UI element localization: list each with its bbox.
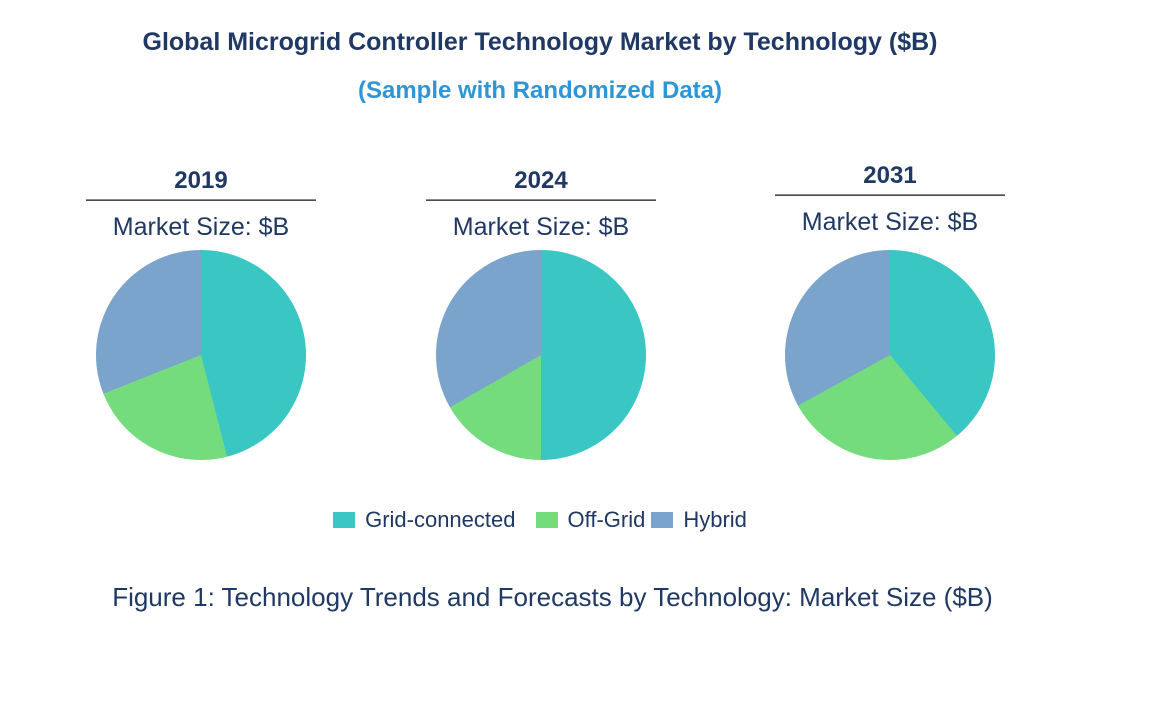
year-label-2031: 2031: [863, 162, 917, 189]
legend: Grid-connected Off-Grid Hybrid: [0, 506, 1080, 534]
figure-caption: Figure 1: Technology Trends and Forecast…: [112, 582, 993, 612]
chart-column-2019: 2019 Market Size: $B: [86, 168, 316, 460]
chart-header-2024: 2024 Market Size: $B: [426, 168, 656, 242]
page-subtitle: (Sample with Randomized Data): [357, 77, 723, 104]
market-size-label: Market Size: $B: [112, 213, 290, 241]
pie-chart-2031: [785, 250, 995, 460]
legend-label-off-grid: Off-Grid: [567, 507, 646, 532]
market-size-label: Market Size: $B: [452, 213, 630, 241]
pie-chart-2019: [96, 250, 306, 460]
chart-header-2019: 2019 Market Size: $B: [86, 168, 316, 242]
chart-column-2024: 2024 Market Size: $B: [426, 168, 656, 460]
chart-header-2031: 2031 Market Size: $B: [775, 163, 1005, 237]
legend-item-hybrid: Hybrid: [651, 506, 747, 534]
market-size-label: Market Size: $B: [801, 208, 979, 236]
legend-item-off-grid: Off-Grid: [535, 506, 646, 534]
legend-swatch-off-grid-icon: [535, 512, 558, 528]
legend-label-grid-connected: Grid-connected: [365, 507, 516, 532]
page-title: Global Microgrid Controller Technology M…: [142, 28, 938, 56]
year-underline: [86, 199, 316, 201]
year-underline: [775, 194, 1005, 196]
legend-swatch-hybrid-icon: [651, 512, 674, 528]
year-underline: [426, 199, 656, 201]
legend-label-hybrid: Hybrid: [683, 507, 747, 532]
legend-swatch-grid-connected-icon: [333, 512, 356, 528]
legend-item-grid-connected: Grid-connected: [333, 506, 516, 534]
year-label-2019: 2019: [174, 167, 228, 194]
pie-chart-2024: [436, 250, 646, 460]
chart-column-2031: 2031 Market Size: $B: [775, 163, 1005, 460]
year-label-2024: 2024: [514, 167, 568, 194]
